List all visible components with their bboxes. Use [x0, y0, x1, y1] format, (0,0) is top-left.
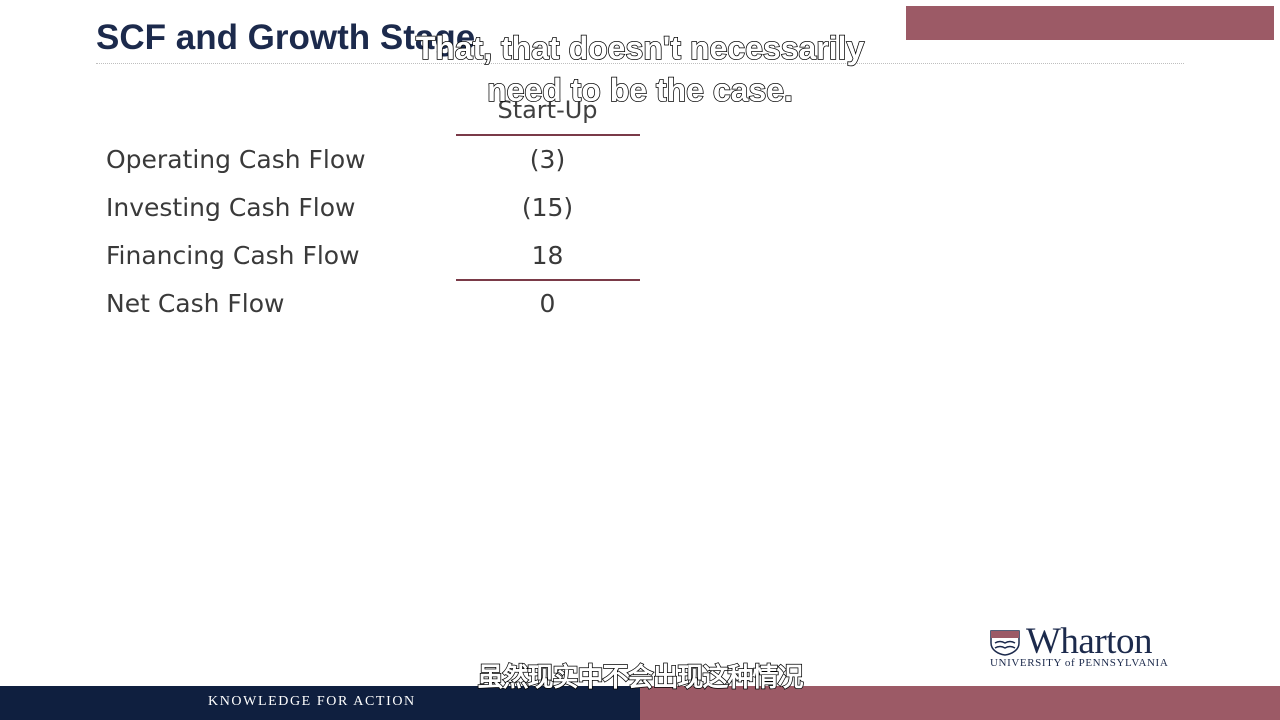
title-divider	[96, 63, 1184, 64]
row-value-operating: (3)	[529, 145, 566, 174]
slide-title: SCF and Growth Stage	[96, 18, 476, 57]
english-subtitle-line-1: That, that doesn't necessarily	[415, 29, 865, 67]
logo-subtitle: UNIVERSITY of PENNSYLVANIA	[990, 657, 1169, 669]
total-underline	[456, 279, 640, 281]
english-subtitle-line-2: need to be the case.	[486, 71, 793, 109]
row-label-net: Net Cash Flow	[106, 289, 285, 318]
row-value-net: 0	[539, 289, 556, 318]
row-label-operating: Operating Cash Flow	[106, 145, 366, 174]
english-subtitle: That, that doesn't necessarily need to b…	[0, 27, 1280, 111]
row-value-investing: (15)	[521, 193, 574, 222]
row-value-financing: 18	[531, 241, 564, 270]
footer-tagline: KNOWLEDGE FOR ACTION	[208, 694, 416, 709]
footer-maroon-band	[640, 686, 1280, 720]
logo-wordmark: Wharton	[1026, 621, 1152, 662]
row-label-investing: Investing Cash Flow	[106, 193, 356, 222]
chinese-subtitle: 虽然现实中不会出现这种情况	[477, 662, 805, 694]
footer-navy-band	[0, 686, 640, 720]
column-header-start-up: Start-Up	[497, 96, 598, 124]
university-shield-icon	[990, 630, 1020, 656]
row-label-financing: Financing Cash Flow	[106, 241, 360, 270]
header-underline	[456, 134, 640, 136]
wharton-logo: Wharton UNIVERSITY of PENNSYLVANIA	[988, 621, 1198, 672]
corner-accent-bar	[906, 6, 1274, 40]
